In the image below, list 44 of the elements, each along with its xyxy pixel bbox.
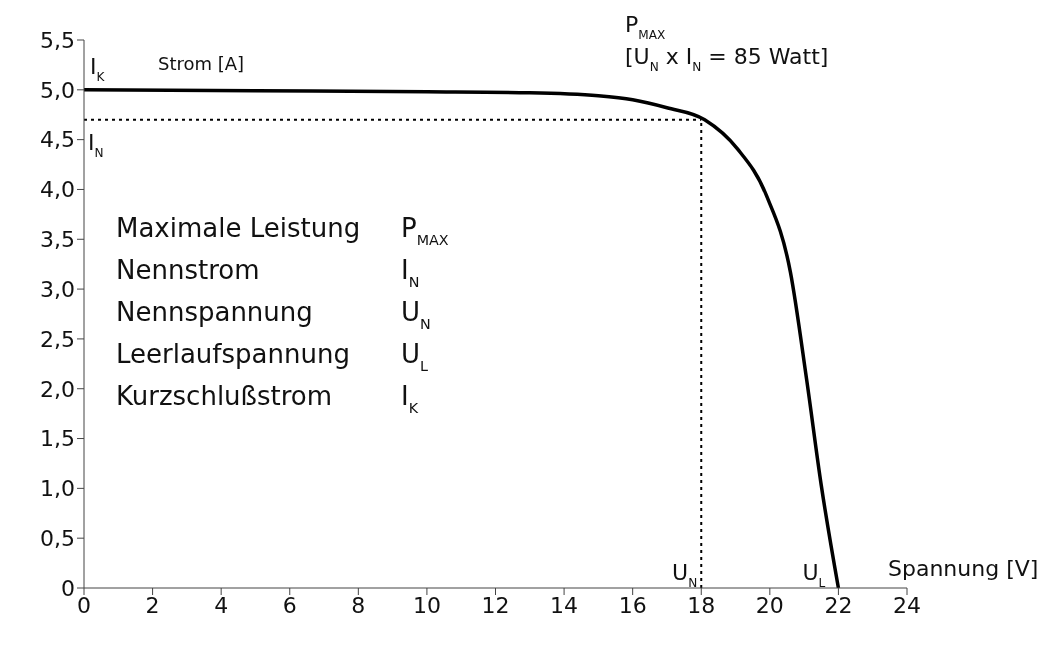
y-tick-label: 0,5 (40, 525, 75, 551)
annotation: Kurzschlußstrom (116, 381, 333, 411)
annotation: [U$_{N}$ x I$_{N}$ = 85 Watt] (625, 44, 829, 74)
y-tick-label: 2,5 (40, 326, 75, 352)
annotation: U$_{N}$ (401, 297, 431, 332)
x-tick-label: 4 (214, 592, 229, 618)
line-series (84, 88, 841, 588)
y-tick-label: 5,5 (40, 27, 75, 53)
y-tick-label: 5,0 (40, 77, 75, 103)
annotation: I$_{K}$ (401, 381, 419, 416)
y-tick-label: 1,5 (40, 426, 75, 452)
y-tick-label: 2,0 (40, 376, 75, 402)
x-tick-label: 20 (755, 592, 784, 618)
annotation: Maximale Leistung (116, 213, 361, 243)
annotation: P$_{MAX}$ (625, 12, 666, 42)
x-tick-label: 10 (412, 592, 441, 618)
x-tick-label: 0 (77, 592, 91, 618)
y-axis-title: Strom [A] (158, 53, 245, 74)
x-tick-label: 24 (893, 592, 921, 618)
x-tick-label: 2 (145, 592, 160, 618)
ref-line-label: U$_{N}$ (672, 560, 698, 590)
y-tick-label: 4,5 (40, 127, 75, 153)
x-tick-label: 18 (687, 592, 716, 618)
x-axis-title: Spannung [V] (888, 556, 1039, 581)
y-tick-label: 3,0 (40, 276, 75, 302)
annotation: I$_{N}$ (401, 255, 420, 290)
annotation: U$_{L}$ (802, 560, 826, 590)
x-tick-label: 22 (824, 592, 853, 618)
ref-line-label: I$_{N}$ (88, 129, 104, 160)
y-tick-label: 1,0 (40, 476, 75, 502)
annotation: Nennstrom (116, 255, 260, 285)
y-tick-label: 0 (61, 575, 75, 601)
x-tick-label: 8 (351, 592, 366, 618)
x-tick-label: 16 (618, 592, 647, 618)
annotation: Leerlaufspannung (116, 339, 350, 369)
x-tick-label: 12 (481, 592, 510, 618)
x-tick-label: 14 (550, 592, 579, 618)
annotation: Nennspannung (116, 297, 313, 327)
annotation: P$_{MAX}$ (401, 213, 449, 248)
annotation: U$_{L}$ (401, 339, 429, 374)
y-tick-label: 3,5 (40, 227, 75, 253)
y-tick-label: 4,0 (40, 177, 75, 203)
annotation: I$_{K}$ (90, 53, 106, 84)
x-tick-label: 6 (282, 592, 297, 618)
